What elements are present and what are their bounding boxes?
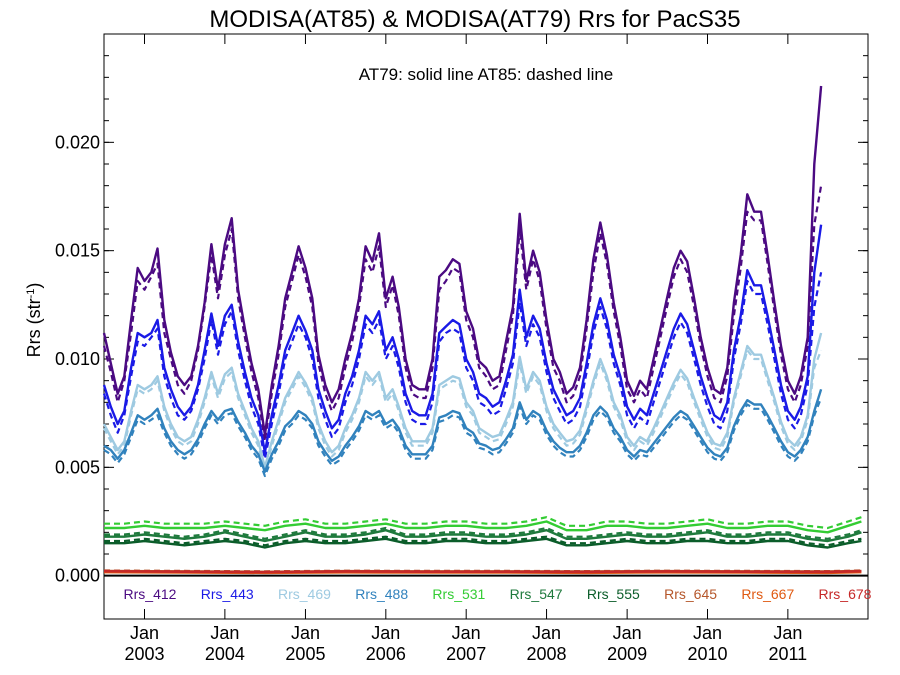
x-tick-month-label: Jan: [371, 623, 400, 643]
plot-area: 0.0000.0050.0100.0150.020Jan2003Jan2004J…: [55, 33, 872, 664]
legend-entry-rrs_645: Rrs_645: [664, 586, 717, 602]
series-line-rrs_555-at85-dashed: [104, 535, 862, 547]
legend-entry-rrs_443: Rrs_443: [201, 586, 254, 602]
x-tick-year-label: 2008: [527, 644, 567, 664]
series-line-rrs_443-at85-dashed: [102, 272, 823, 460]
x-tick-year-label: 2010: [687, 644, 727, 664]
series-line-rrs_412-at79-solid: [102, 85, 823, 436]
x-tick-month-label: Jan: [773, 623, 802, 643]
x-tick-month-label: Jan: [210, 623, 239, 643]
plot-frame: [103, 33, 869, 620]
x-tick-month-label: Jan: [130, 623, 159, 643]
legend-entry-rrs_555: Rrs_555: [587, 586, 640, 602]
legend-entry-rrs_547: Rrs_547: [510, 586, 563, 602]
y-axis-label: Rrs (str-1): [24, 283, 44, 358]
x-tick-year-label: 2003: [124, 644, 164, 664]
legend-entry-rrs_667: Rrs_667: [741, 586, 794, 602]
series-line-rrs_488-at79-solid: [103, 388, 823, 473]
y-tick-label: 0.020: [55, 132, 100, 152]
x-tick-month-label: Jan: [613, 623, 642, 643]
y-tick-label: 0.000: [55, 566, 100, 586]
x-tick-year-label: 2005: [285, 644, 325, 664]
x-tick-month-label: Jan: [291, 623, 320, 643]
legend-entry-rrs_488: Rrs_488: [355, 586, 408, 602]
legend-entry-rrs_469: Rrs_469: [278, 586, 331, 602]
y-axis-label-main: Rrs (str: [24, 298, 44, 357]
series-line-rrs_531-at79-solid: [104, 520, 862, 534]
x-tick-year-label: 2007: [446, 644, 486, 664]
series-line-rrs_531-at85-dashed: [104, 516, 862, 530]
series-line-rrs_555-at79-solid: [104, 537, 862, 549]
y-tick-label: 0.010: [55, 349, 100, 369]
x-tick-month-label: Jan: [693, 623, 722, 643]
y-axis-label-superscript: -1: [25, 289, 37, 299]
y-tick-label: 0.005: [55, 457, 100, 477]
series-line-rrs_412-at85-dashed: [102, 185, 823, 443]
series-line-rrs_443-at79-solid: [102, 224, 823, 454]
x-tick-year-label: 2009: [607, 644, 647, 664]
series-line-rrs_469-at85-dashed: [103, 349, 823, 473]
x-tick-month-label: Jan: [532, 623, 561, 643]
series-line-rrs_678-at85-dashed: [103, 569, 862, 573]
line-style-annotation: AT79: solid line AT85: dashed line: [359, 65, 614, 84]
series-line-rrs_488-at85-dashed: [103, 397, 823, 478]
legend-entry-rrs_412: Rrs_412: [124, 586, 177, 602]
y-tick-label: 0.015: [55, 241, 100, 261]
chart-title: MODISA(AT85) & MODISA(AT79) Rrs for PacS…: [209, 6, 740, 33]
series-line-rrs_547-at85-dashed: [104, 526, 862, 540]
legend-entry-rrs_531: Rrs_531: [432, 586, 485, 602]
y-axis-label-end: ): [24, 283, 44, 289]
series-line-rrs_469-at79-solid: [102, 332, 823, 469]
x-tick-year-label: 2004: [205, 644, 245, 664]
series-line-rrs_547-at79-solid: [104, 529, 862, 543]
x-tick-year-label: 2006: [366, 644, 406, 664]
legend-entry-rrs_678: Rrs_678: [819, 586, 872, 602]
x-tick-month-label: Jan: [452, 623, 481, 643]
x-tick-year-label: 2011: [768, 644, 807, 664]
